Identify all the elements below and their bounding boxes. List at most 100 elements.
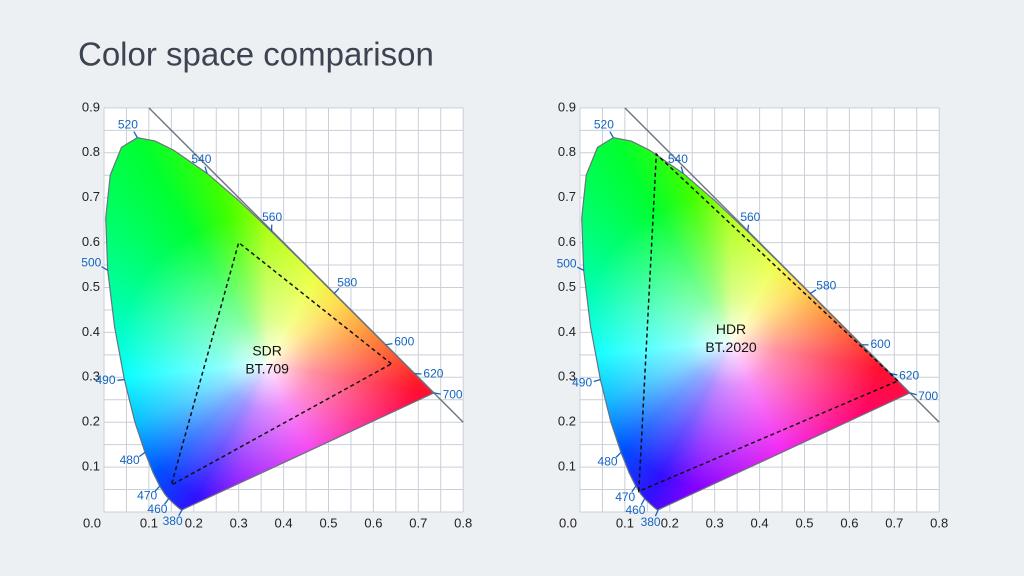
wavelength-label: 500 <box>81 255 101 269</box>
gamut-label: BT.2020 <box>705 339 757 355</box>
x-tick-label: 0.7 <box>409 515 427 530</box>
wavelength-label: 560 <box>262 210 282 224</box>
wavelength-label: 620 <box>423 367 443 381</box>
color-fill <box>580 108 939 512</box>
wavelength-label: 480 <box>120 453 140 467</box>
wavelength-tick <box>138 451 146 458</box>
wavelength-label: 520 <box>594 118 614 132</box>
x-tick-label: 0.5 <box>795 515 813 530</box>
y-tick-label: 0.1 <box>558 459 576 474</box>
y-tick-label: 0.8 <box>558 144 576 159</box>
wavelength-tick <box>609 131 614 138</box>
color-fill-area <box>580 108 939 512</box>
x-tick-label: 0.4 <box>751 515 769 530</box>
wavelength-tick <box>909 392 917 396</box>
wavelength-label: 620 <box>899 368 919 382</box>
chart: 0.0 0.1 0.2 0.3 0.4 0.5 0.6 0.7 0.8 0.1 0.2 0.3 0.4 0… <box>557 99 949 530</box>
y-tick-label: 0.2 <box>558 414 576 429</box>
wavelength-tick <box>654 509 659 517</box>
wavelength-tick <box>117 378 125 381</box>
wavelength-tick <box>809 289 817 295</box>
gamut-triangle <box>638 152 900 493</box>
wavelength-label: 540 <box>668 152 688 166</box>
wavelength-label: 520 <box>118 118 138 132</box>
wavelength-label: 500 <box>557 256 577 270</box>
y-tick-label: 0.7 <box>558 189 576 204</box>
wavelength-label: 540 <box>191 152 211 166</box>
wavelength-tick <box>101 266 109 271</box>
wavelength-label: 600 <box>394 335 414 349</box>
y-tick-label: 0.2 <box>82 414 100 429</box>
y-tick-label: 0.6 <box>558 234 576 249</box>
wavelength-label: 380 <box>641 515 661 529</box>
wavelength-tick <box>133 131 138 138</box>
wavelength-label: 700 <box>443 387 463 401</box>
wavelength-tick <box>577 266 584 271</box>
x-tick-label: 0.3 <box>706 515 724 530</box>
wavelength-label: 580 <box>337 276 357 290</box>
wavelength-tick <box>890 372 898 376</box>
x-tick-label: 0.1 <box>140 515 158 530</box>
wavelength-label: 490 <box>572 376 592 390</box>
y-tick-label: 0.8 <box>82 144 100 159</box>
color-fill-area <box>104 108 463 512</box>
x-tick-label: 0.3 <box>230 515 248 530</box>
chart: 0.0 0.1 0.2 0.3 0.4 0.5 0.6 0.7 0.8 0.1 0.2 0.3 0.4 0… <box>81 99 472 530</box>
x-tick-label: 0.8 <box>454 515 472 530</box>
x-tick-label: 0.6 <box>364 515 382 530</box>
color-fill <box>104 108 463 512</box>
wavelength-label: 470 <box>615 490 635 504</box>
wavelength-tick <box>433 392 441 395</box>
y-tick-label: 0.9 <box>558 99 576 114</box>
y-tick-label: 0.3 <box>558 369 576 384</box>
y-tick-label: 0.7 <box>82 189 100 204</box>
wavelength-label: 700 <box>918 389 938 403</box>
y-tick-label: 0.4 <box>558 324 576 339</box>
gamut-label: BT.709 <box>245 361 289 377</box>
gamut-label: SDR <box>252 343 282 359</box>
wavelength-tick <box>615 451 622 458</box>
x-tick-label: 0.8 <box>930 515 948 530</box>
x-tick-label: 0.6 <box>840 515 858 530</box>
wavelength-tick <box>333 287 340 294</box>
x-tick-label: 0.4 <box>275 515 293 530</box>
wavelength-label: 600 <box>871 337 891 351</box>
y-tick-label: 0.5 <box>558 279 576 294</box>
wavelength-label: 460 <box>625 503 645 517</box>
wavelength-tick <box>164 498 170 505</box>
boundary-line <box>148 107 464 423</box>
page-title: Color space comparison <box>78 36 434 73</box>
y-tick-label: 0.3 <box>82 369 100 384</box>
wavelength-label: 580 <box>816 278 836 292</box>
x-tick-label: 0.7 <box>885 515 903 530</box>
x-tick-label: 0.0 <box>83 515 101 530</box>
wavelength-label: 480 <box>598 455 618 469</box>
wavelength-label: 560 <box>740 210 760 224</box>
y-tick-label: 0.6 <box>82 234 100 249</box>
wavelength-tick <box>680 166 684 174</box>
y-tick-label: 0.1 <box>82 459 100 474</box>
wavelength-label: 470 <box>137 489 157 503</box>
wavelength-label: 460 <box>147 502 167 516</box>
x-tick-label: 0.1 <box>616 515 634 530</box>
wavelength-tick <box>385 342 393 346</box>
x-tick-label: 0.2 <box>661 515 679 530</box>
x-tick-label: 0.2 <box>185 515 203 530</box>
wavelength-tick <box>593 378 601 383</box>
wavelength-tick <box>640 498 646 506</box>
x-tick-label: 0.0 <box>559 515 577 530</box>
wavelength-tick <box>746 224 750 232</box>
wavelength-tick <box>154 485 161 492</box>
y-tick-label: 0.5 <box>82 279 100 294</box>
y-tick-label: 0.9 <box>82 99 100 114</box>
gamut-label: HDR <box>716 321 746 337</box>
y-tick-label: 0.4 <box>82 324 100 339</box>
wavelength-tick <box>631 485 637 493</box>
wavelength-label: 380 <box>163 514 183 528</box>
wavelength-tick <box>204 166 208 174</box>
x-tick-label: 0.5 <box>319 515 337 530</box>
wavelength-tick <box>178 509 183 517</box>
wavelength-label: 490 <box>95 373 115 387</box>
